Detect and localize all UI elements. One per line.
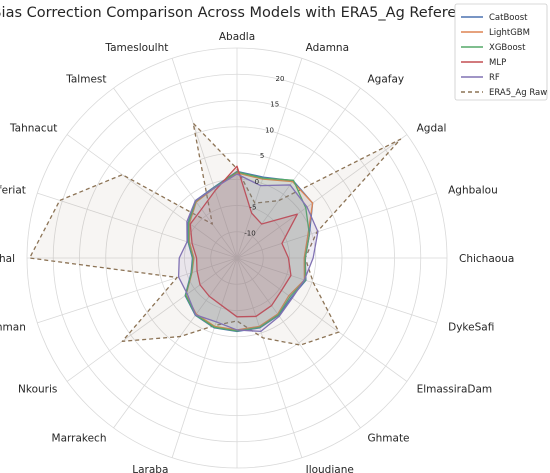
- category-label: Laraba: [132, 464, 168, 473]
- grid-spoke: [66, 257, 238, 382]
- polar-grid: [26, 47, 448, 469]
- category-label: Nkouris: [18, 383, 57, 395]
- radial-tick-label: -5: [249, 204, 256, 212]
- category-label: Marrakech: [52, 433, 107, 445]
- radial-tick-label: 0: [255, 178, 259, 186]
- grid-spoke: [37, 192, 238, 259]
- category-label: Agdal: [417, 123, 447, 135]
- series-line-era5-ag-raw: [28, 122, 402, 346]
- legend-label-catboost: CatBoost: [489, 13, 528, 23]
- radial-tick-label: 5: [260, 152, 264, 160]
- series-line-mlp: [189, 165, 298, 318]
- grid-spoke: [236, 257, 303, 458]
- category-label: ElmassiraDam: [417, 383, 493, 395]
- category-labels: Abadla Adamna Agafay Agdal Aghbalou Chichaoua…: [0, 31, 514, 473]
- legend-label-era5-ag-raw: ERA5_Ag Raw: [489, 88, 547, 98]
- series-fill-xgboost: [185, 171, 310, 331]
- legend-label-mlp: MLP: [489, 58, 506, 68]
- category-label: Aghbalou: [448, 184, 498, 196]
- grid-spoke: [171, 58, 238, 259]
- category-label: Iloudjane: [306, 464, 354, 473]
- category-label: Chichaoua: [459, 253, 514, 265]
- grid-spoke: [171, 257, 238, 458]
- grid-spoke: [236, 257, 437, 324]
- grid-spoke: [236, 257, 361, 429]
- category-label: Tamesloulht: [104, 42, 168, 54]
- category-label: Abadla: [219, 31, 255, 43]
- legend-label-rf: RF: [489, 73, 500, 83]
- grid-spoke: [236, 192, 437, 259]
- grid-spoke: [113, 257, 238, 429]
- category-label: Tahnacut: [9, 123, 57, 135]
- radial-tick-label: 15: [270, 101, 279, 109]
- legend-frame: [454, 3, 548, 101]
- category-label: SidiBouOthman: [0, 322, 26, 334]
- chart-title: Bias Correction Comparison Across Models…: [0, 5, 482, 21]
- grid-spoke: [236, 134, 408, 259]
- category-label: Agafay: [367, 73, 404, 85]
- series-area: [28, 122, 402, 346]
- grid-spoke: [236, 257, 408, 382]
- radial-tick-label: -10: [244, 229, 255, 237]
- series-fill-era5-ag-raw: [29, 123, 401, 346]
- radial-tick-label: 20: [276, 75, 285, 83]
- grid-spoke: [236, 87, 361, 259]
- radial-tick-label: 10: [265, 126, 274, 134]
- category-label: Taferiat: [0, 184, 26, 196]
- category-label: SidiRahal: [0, 253, 15, 265]
- series-fill-mlp: [190, 166, 298, 317]
- category-label: Talmest: [65, 73, 106, 85]
- legend: CatBoost LightGBM XGBoost MLP RF ERA5_Ag Raw: [454, 3, 548, 101]
- legend-label-lightgbm: LightGBM: [489, 28, 530, 38]
- category-label: Adamna: [306, 42, 349, 54]
- grid-spoke: [113, 87, 238, 259]
- category-label: Ghmate: [367, 433, 409, 445]
- grid-spoke: [236, 58, 303, 259]
- series-line-xgboost: [184, 171, 311, 332]
- radial-ticks: -10 -5 0 5 10 15 20: [244, 75, 284, 237]
- series-fill-rf: [178, 174, 318, 332]
- grid-spoke: [66, 134, 238, 259]
- legend-label-xgboost: XGBoost: [489, 43, 526, 53]
- category-label: DykeSafi: [448, 322, 494, 334]
- grid-spoke: [37, 257, 238, 324]
- series-line-rf: [177, 173, 319, 333]
